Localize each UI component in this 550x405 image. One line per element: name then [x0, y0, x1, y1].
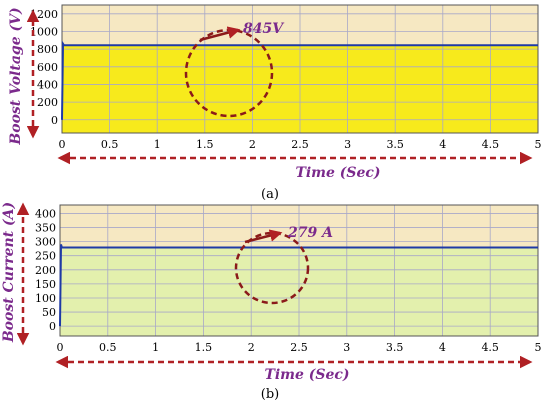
x-tick-label: 3.5 — [386, 138, 404, 151]
annotation-arrow — [199, 26, 241, 42]
y-tick-label: 200 — [37, 96, 58, 109]
annotation-value: 845V — [243, 21, 285, 37]
x-axis-title: Time (Sec) — [264, 367, 349, 383]
series-line — [61, 40, 538, 120]
y-tick-label: 200 — [35, 264, 56, 277]
x-tick-label: 1.5 — [195, 341, 213, 354]
x-tick-labels: 0 0.5 1 1.5 2 2.5 3 3.5 4 4.5 5 — [57, 341, 542, 354]
x-tick-label: 3.5 — [386, 341, 404, 354]
x-tick-label: 1.5 — [196, 138, 214, 151]
x-tick-label: 2 — [249, 138, 256, 151]
y-tick-label: 800 — [37, 43, 58, 56]
x-tick-label: 5 — [535, 341, 542, 354]
series-line — [59, 244, 538, 327]
x-tick-label: 0.5 — [99, 341, 117, 354]
x-tick-label: 0 — [57, 341, 64, 354]
x-tick-label: 1 — [152, 341, 159, 354]
y-tick-label: 600 — [37, 61, 58, 74]
y-axis-title: Boost Voltage (V) — [8, 7, 24, 145]
y-axis-title: Boost Current (A) — [1, 202, 17, 343]
x-tick-label: 2.5 — [290, 341, 308, 354]
y-tick-label: 400 — [37, 78, 58, 91]
y-tick-label: 150 — [35, 278, 56, 291]
annotation-circle — [234, 231, 310, 305]
x-tick-label: 4.5 — [481, 341, 499, 354]
x-tick-label: 2 — [248, 341, 255, 354]
x-axis-title-bg — [253, 365, 361, 385]
grid — [61, 5, 539, 133]
x-tick-labels: 0 0.5 1 1.5 2 2.5 3 3.5 4 4.5 5 — [59, 138, 542, 151]
panel-label: (b) — [261, 387, 279, 402]
x-tick-label: 3 — [343, 341, 350, 354]
y-tick-label: 0 — [49, 320, 56, 333]
x-tick-label: 0 — [59, 138, 66, 151]
y-tick-label: 400 — [35, 207, 56, 220]
y-tick-label: 50 — [42, 306, 56, 319]
x-tick-label: 1 — [154, 138, 161, 151]
x-tick-label: 3 — [344, 138, 351, 151]
x-tick-label: 0.5 — [101, 138, 119, 151]
y-tick-label: 100 — [35, 292, 56, 305]
annotation-arrow — [244, 229, 283, 244]
x-tick-label: 2.5 — [291, 138, 309, 151]
x-tick-label: 4 — [439, 138, 446, 151]
x-tick-label: 4 — [439, 341, 446, 354]
y-tick-label: 250 — [35, 250, 56, 263]
y-tick-label: 300 — [35, 236, 56, 249]
x-tick-label: 4.5 — [482, 138, 500, 151]
panel-label: (a) — [261, 187, 279, 202]
x-tick-label: 5 — [535, 138, 542, 151]
annotation-value: 279 A — [287, 225, 333, 241]
x-axis-title-bg — [284, 163, 392, 183]
grid — [59, 205, 539, 336]
y-tick-label: 350 — [35, 222, 56, 235]
x-axis-title: Time (Sec) — [295, 165, 380, 181]
y-tick-label: 0 — [51, 114, 58, 127]
